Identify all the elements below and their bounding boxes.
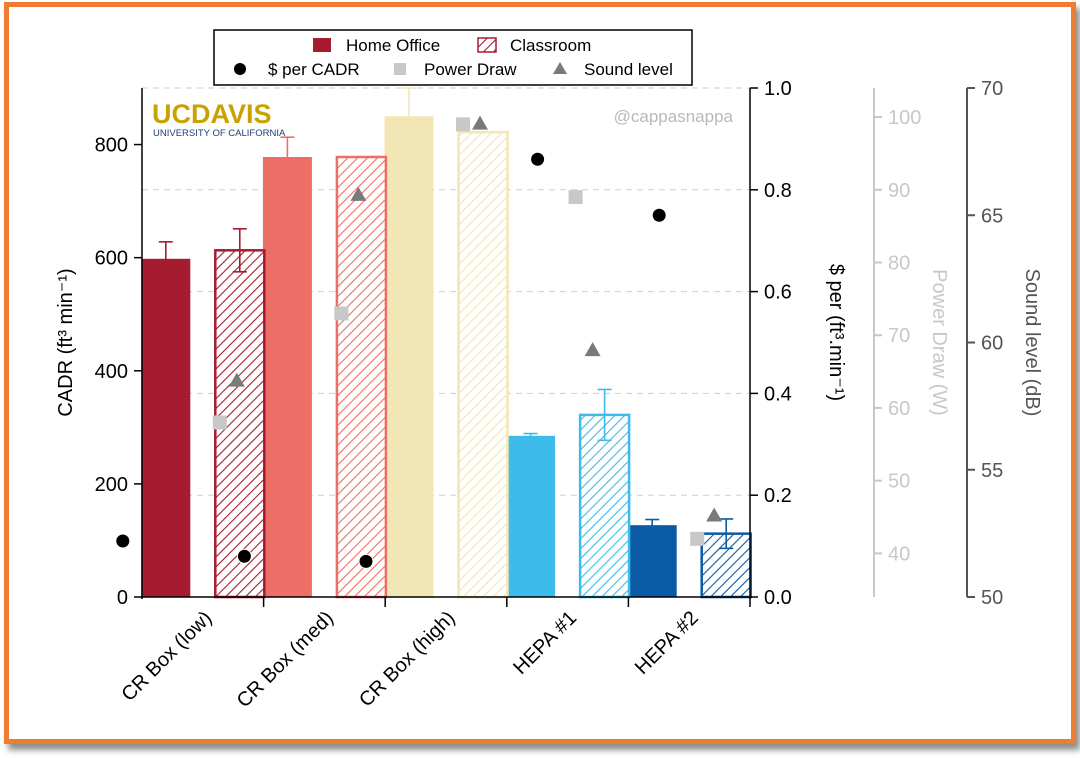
left-tick-label: 200: [95, 474, 128, 496]
right2-tick-label: 90: [888, 180, 910, 202]
marker-power-draw-cr-box-med: [334, 306, 349, 321]
legend-marker-power-draw: [394, 63, 406, 75]
marker-sound-level-hepa-2: [706, 507, 723, 522]
right3-tick-label: 50: [981, 587, 1003, 609]
x-tick-label-cr-box-low: CR Box (low): [117, 607, 216, 706]
legend-entry-classroom: Classroom: [477, 36, 591, 55]
x-tick-label-hepa-1: HEPA #1: [509, 607, 581, 679]
marker-power-draw-cr-box-high: [456, 117, 470, 132]
logo-text: UCDAVIS: [152, 99, 272, 129]
error-bar-home-office-cr-box-med: [280, 136, 295, 178]
right3-tick-label: 65: [981, 205, 1003, 227]
bar-home-office-cr-box-med: [262, 156, 312, 597]
right1-tick-label: 0.6: [764, 282, 792, 304]
legend-entry-home-office: Home Office: [313, 36, 440, 55]
legend: Home Office Classroom $ per CADR Power Draw…: [213, 29, 693, 86]
bar-classroom-cr-box-high: [457, 130, 509, 599]
legend-entry-power-draw: Power Draw: [394, 60, 517, 79]
legend-label-sound-level: Sound level: [584, 60, 673, 79]
legend-box: [213, 29, 693, 86]
marker-power-draw-hepa-2: [690, 531, 705, 546]
logo-subtext: UNIVERSITY OF CALIFORNIA: [153, 128, 286, 139]
marker-sound-level-cr-box-med: [350, 186, 367, 201]
right1-axis-title: $ per (ft³.min⁻¹): [825, 264, 847, 401]
marker-per-cadr-cr-box-high: [358, 553, 374, 569]
legend-marker-per-cadr: [234, 63, 246, 75]
bar-home-office-cr-box-low: [141, 258, 191, 597]
right3-tick-label: 55: [981, 460, 1003, 482]
error-bar-home-office-cr-box-high: [402, 87, 416, 146]
right3-axis-title: Sound level (dB): [1021, 269, 1043, 417]
right1-tick-label: 0.8: [764, 180, 792, 202]
bar-home-office-hepa-2: [627, 525, 677, 597]
right1-tick-label: 0.0: [764, 587, 792, 609]
marker-sound-level-hepa-1: [584, 342, 601, 357]
marker-power-draw-cr-box-low: [212, 415, 227, 430]
scatter-markers: [115, 115, 723, 569]
error-bars: [158, 87, 734, 550]
error-bar-classroom-hepa-1: [597, 388, 612, 442]
bar-home-office-hepa-1: [506, 435, 556, 597]
right3-tick-label: 70: [981, 78, 1003, 100]
legend-swatch-classroom: [477, 37, 497, 53]
axes: 0 200 400 600 800 CADR (ft³ min⁻¹) 0.0 0.2 0.4 0.…: [55, 78, 1043, 712]
right3-tick-label: 60: [981, 333, 1003, 355]
marker-power-draw-hepa-1: [568, 190, 583, 205]
marker-per-cadr-hepa-1: [530, 151, 546, 167]
legend-label-per-cadr: $ per CADR: [268, 60, 360, 79]
legend-label-power-draw: Power Draw: [424, 60, 517, 79]
legend-entry-sound-level: Sound level: [553, 60, 673, 79]
bar-home-office-cr-box-high: [384, 116, 434, 598]
legend-label-classroom: Classroom: [510, 36, 591, 55]
marker-sound-level-cr-box-high: [472, 115, 488, 130]
marker-per-cadr-cr-box-med: [236, 548, 252, 564]
error-bar-home-office-cr-box-low: [158, 241, 173, 277]
marker-per-cadr-cr-box-low: [115, 533, 131, 549]
left-axis-title: CADR (ft³ min⁻¹): [55, 268, 77, 416]
marker-per-cadr-hepa-2: [651, 207, 667, 223]
error-bar-classroom-cr-box-low: [232, 228, 247, 273]
right2-tick-label: 70: [888, 325, 910, 347]
legend-swatch-home-office: [313, 38, 331, 52]
right2-axis-title: Power Draw (W): [928, 269, 950, 416]
left-tick-label: 600: [95, 248, 128, 270]
left-tick-label: 800: [95, 135, 128, 157]
bars: [141, 116, 752, 599]
left-tick-label: 0: [117, 587, 128, 609]
right2-tick-label: 80: [888, 253, 910, 275]
legend-label-home-office: Home Office: [346, 36, 440, 55]
right1-tick-label: 0.4: [764, 383, 792, 405]
error-bar-home-office-hepa-2: [645, 518, 660, 532]
bar-classroom-hepa-1: [578, 413, 631, 599]
right2-tick-label: 100: [888, 107, 921, 129]
x-tick-label-cr-box-high: CR Box (high): [355, 607, 459, 711]
x-tick-label-cr-box-med: CR Box (med): [233, 607, 338, 712]
left-tick-label: 400: [95, 361, 128, 383]
error-bar-classroom-hepa-2: [719, 518, 734, 550]
right1-tick-label: 1.0: [764, 78, 792, 100]
marker-sound-level-cr-box-low: [228, 372, 245, 387]
right1-tick-label: 0.2: [764, 485, 792, 507]
right2-tick-label: 60: [888, 398, 910, 420]
error-bar-home-office-hepa-1: [523, 432, 538, 439]
right2-tick-label: 50: [888, 471, 910, 493]
legend-marker-sound-level: [553, 62, 567, 74]
bar-classroom-cr-box-low: [214, 249, 266, 599]
watermark: @cappasnappa: [614, 107, 734, 126]
legend-entry-per-cadr: $ per CADR: [234, 60, 360, 79]
x-tick-label-hepa-2: HEPA #2: [631, 607, 703, 679]
bar-classroom-cr-box-med: [335, 155, 388, 599]
right2-tick-label: 40: [888, 543, 910, 565]
